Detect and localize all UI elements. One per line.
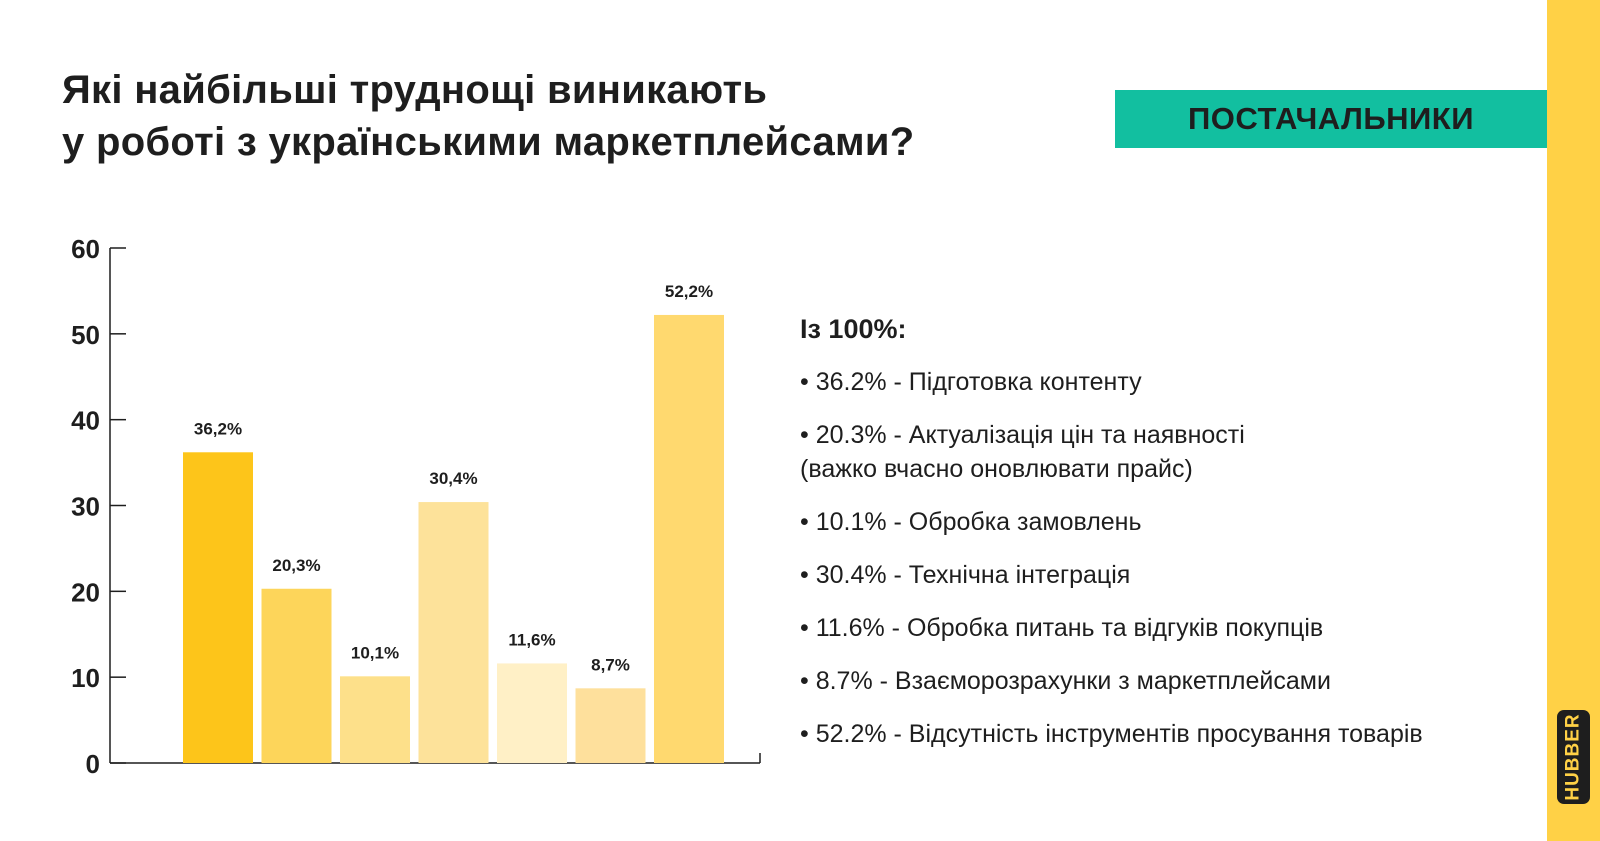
hubber-logo-text: HUBBER [1562, 713, 1584, 801]
bar [654, 314, 724, 763]
y-tick-label: 10 [71, 663, 100, 693]
y-tick-label: 60 [71, 234, 100, 264]
legend-heading: Із 100%: [800, 314, 907, 344]
y-tick-label: 0 [86, 749, 100, 779]
legend-items: • 36.2% - Підготовка контенту • 20.3% - А… [800, 365, 1520, 751]
bar-chart: 0 10 20 30 40 50 60 36,2% 20,3% 10,1% 30,4% 11,6% 8,… [71, 234, 761, 779]
page-title: Які найбільші труднощі виникають у робот… [62, 64, 915, 168]
bar-value-label: 20,3% [272, 556, 320, 575]
bar [183, 452, 253, 763]
legend-item: • 20.3% - Актуалізація цін та наявності(… [800, 421, 1245, 483]
bar [340, 676, 410, 763]
title-line-2: у роботі з українськими маркетплейсами? [62, 120, 915, 164]
bar [497, 663, 567, 763]
legend-item: • 8.7% - Взаєморозрахунки з маркетплейса… [800, 667, 1331, 695]
y-tick-label: 50 [71, 320, 100, 350]
bar [418, 502, 489, 763]
bar-value-label: 30,4% [429, 469, 477, 488]
legend-item: • 30.4% - Технічна інтеграція [800, 561, 1131, 589]
bar-value-label: 52,2% [665, 282, 713, 301]
bar-value-label: 11,6% [508, 630, 555, 649]
legend-item: • 11.6% - Обробка питань та відгуків пок… [800, 614, 1324, 642]
legend-item: • 10.1% - Обробка замовлень [800, 508, 1142, 536]
bar-value-label: 10,1% [351, 643, 399, 662]
legend-item: • 52.2% - Відсутність інструментів просу… [800, 720, 1423, 748]
title-line-1: Які найбільші труднощі виникають [62, 68, 768, 112]
hubber-logo: HUBBER [1557, 710, 1590, 804]
y-tick-label: 40 [71, 406, 100, 436]
chart-legend: Із 100%: • 36.2% - Підготовка контенту • … [800, 312, 1520, 770]
y-tick-label: 30 [71, 492, 100, 522]
bar [575, 688, 646, 763]
side-accent-strip [1547, 0, 1600, 841]
bar-value-label: 8,7% [591, 655, 630, 674]
y-tick-label: 20 [71, 577, 100, 607]
bar [261, 588, 332, 763]
bar-value-label: 36,2% [194, 419, 242, 438]
segment-badge: ПОСТАЧАЛЬНИКИ [1115, 90, 1547, 148]
legend-item: • 36.2% - Підготовка контенту [800, 368, 1142, 396]
